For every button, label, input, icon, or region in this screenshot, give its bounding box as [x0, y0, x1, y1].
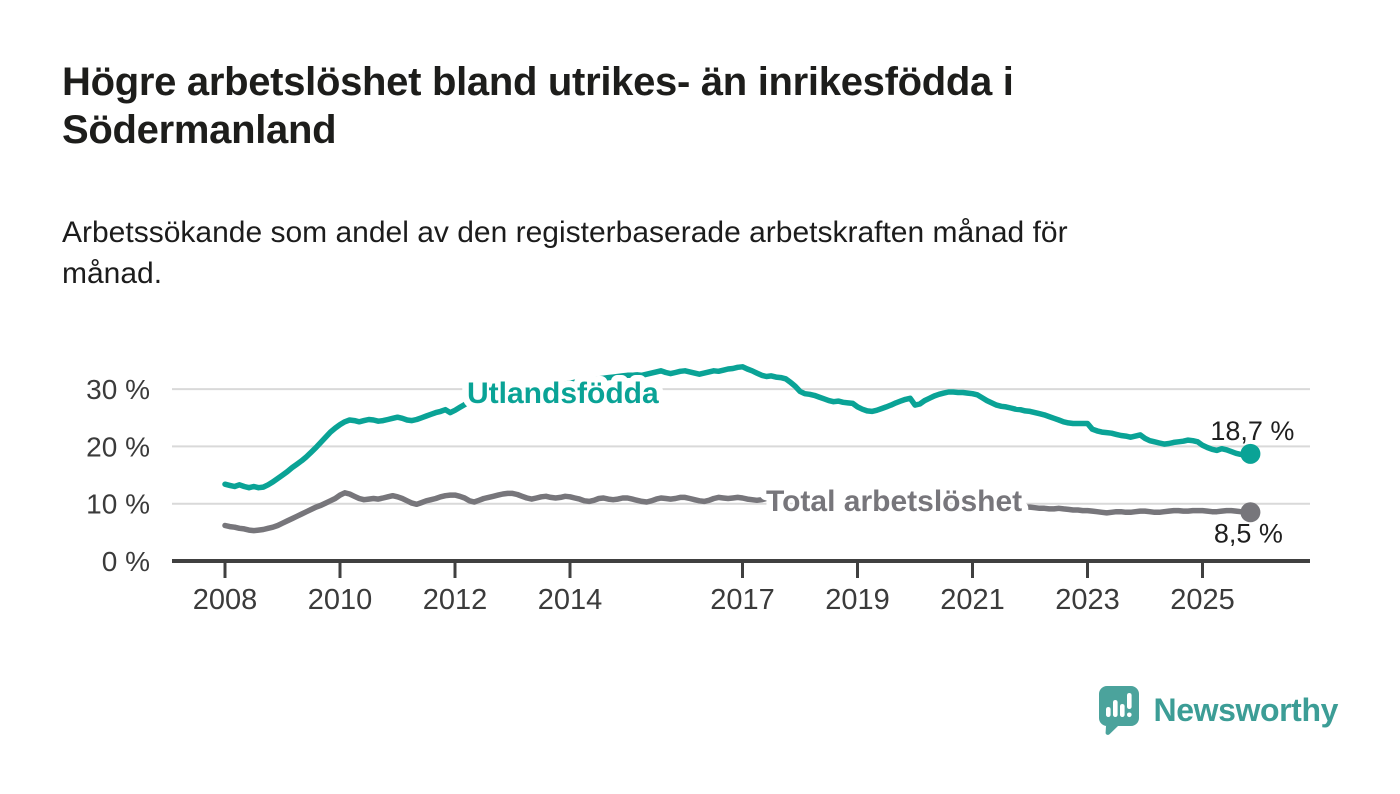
- logo-bar-1: [1105, 707, 1111, 717]
- logo-exclamation-bar: [1126, 693, 1132, 709]
- y-tick-label: 30 %: [86, 374, 150, 405]
- logo-speech-bubble: [1098, 686, 1139, 735]
- x-tick-label: 2021: [940, 584, 1005, 616]
- series-end-value-label: 8,5 %: [1214, 518, 1283, 548]
- chart-subtitle-line-2: månad.: [62, 257, 163, 290]
- series-line-1: [222, 490, 1254, 534]
- logo-bar-3: [1119, 704, 1125, 717]
- series-label-halo: Total arbetslöshet: [766, 485, 1022, 518]
- x-tick-label: 2017: [710, 584, 775, 616]
- logo-exclamation-dot: [1126, 712, 1132, 718]
- logo-bar-2: [1112, 700, 1118, 717]
- x-tick-label: 2008: [193, 584, 258, 616]
- newsworthy-branding: Newsworthy: [1097, 684, 1339, 736]
- series-end-dot: [1240, 502, 1261, 523]
- chart-subtitle: Arbetssökande som andel av den registerb…: [62, 212, 1282, 294]
- y-tick-label: 10 %: [86, 489, 150, 520]
- chart-subtitle-line-1: Arbetssökande som andel av den registerb…: [62, 216, 1068, 249]
- y-tick-label: 0 %: [102, 546, 150, 577]
- series-label-halo: Utlandsfödda: [467, 377, 659, 410]
- newsworthy-wordmark: Newsworthy: [1153, 692, 1339, 728]
- x-tick-label: 2012: [423, 584, 488, 616]
- x-tick-label: 2023: [1055, 584, 1120, 616]
- series-label: Total arbetslöshet: [766, 485, 1022, 518]
- page-title-line-1: Högre arbetslöshet bland utrikes- än inr…: [62, 60, 1014, 104]
- x-tick-label: 2019: [825, 584, 890, 616]
- series-end-dot: [1240, 443, 1261, 464]
- page-title-line-2: Södermanland: [62, 108, 337, 152]
- x-tick-label: 2010: [308, 584, 373, 616]
- series-line-0: [222, 364, 1254, 491]
- x-tick-label: 2025: [1170, 584, 1235, 616]
- series-end-value-label: 18,7 %: [1210, 416, 1294, 446]
- page-title: Högre arbetslöshet bland utrikes- än inr…: [62, 58, 1242, 154]
- y-tick-label: 20 %: [86, 431, 150, 462]
- newsworthy-logo-icon: [1098, 686, 1139, 735]
- x-tick-label: 2014: [538, 584, 603, 616]
- series-label: Utlandsfödda: [467, 377, 659, 410]
